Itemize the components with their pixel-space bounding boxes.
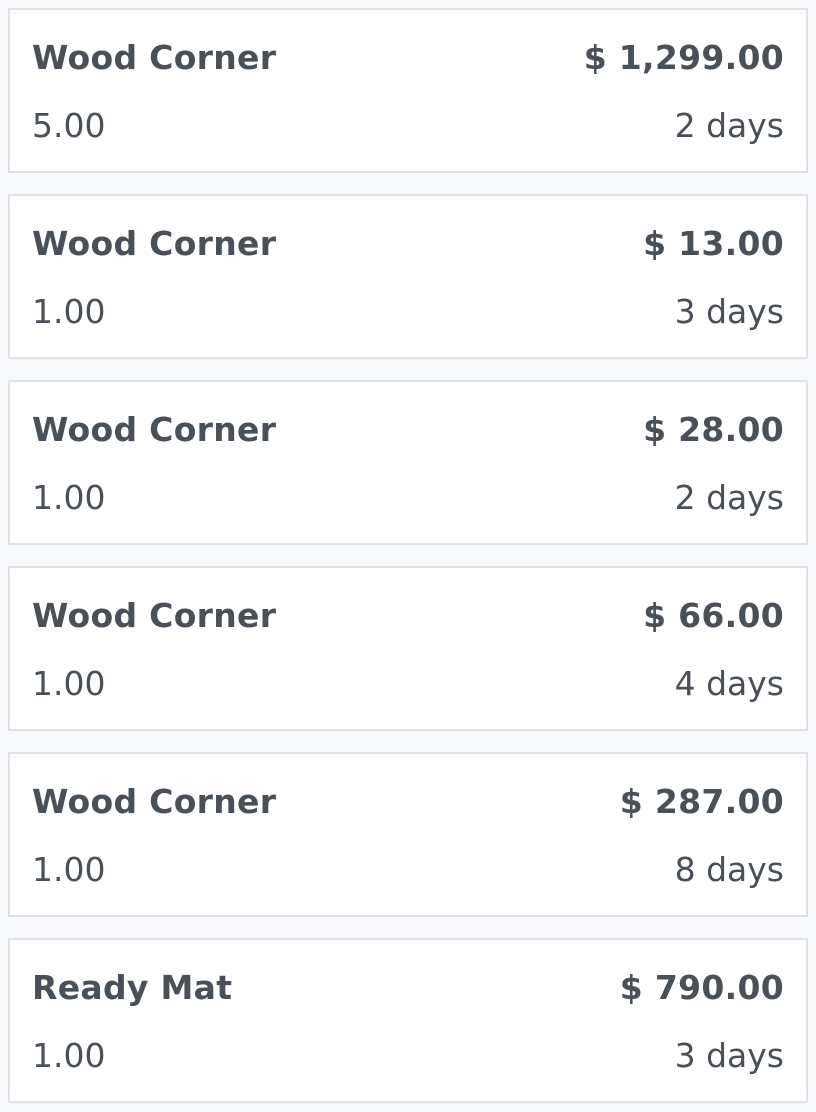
- item-name: Wood Corner: [32, 38, 277, 77]
- item-price: $ 287.00: [619, 782, 784, 821]
- item-quantity: 1.00: [32, 664, 106, 703]
- item-price: $ 28.00: [643, 410, 784, 449]
- item-name: Wood Corner: [32, 782, 277, 821]
- item-name: Wood Corner: [32, 224, 277, 263]
- item-name: Wood Corner: [32, 410, 277, 449]
- item-quantity: 1.00: [32, 292, 106, 331]
- item-duration: 4 days: [674, 664, 784, 703]
- item-name: Ready Mat: [32, 968, 233, 1007]
- item-header: Ready Mat $ 790.00: [32, 968, 784, 1007]
- item-duration: 2 days: [674, 478, 784, 517]
- item-name: Wood Corner: [32, 596, 277, 635]
- list-item[interactable]: Wood Corner $ 66.00 1.00 4 days: [8, 566, 808, 731]
- item-details: 1.00 3 days: [32, 1036, 784, 1075]
- item-details: 1.00 3 days: [32, 292, 784, 331]
- item-quantity: 1.00: [32, 1036, 106, 1075]
- item-header: Wood Corner $ 13.00: [32, 224, 784, 263]
- list-item[interactable]: Ready Mat $ 790.00 1.00 3 days: [8, 938, 808, 1103]
- item-details: 1.00 4 days: [32, 664, 784, 703]
- item-price: $ 66.00: [643, 596, 784, 635]
- item-header: Wood Corner $ 66.00: [32, 596, 784, 635]
- item-duration: 3 days: [674, 1036, 784, 1075]
- item-price: $ 1,299.00: [583, 38, 784, 77]
- item-details: 5.00 2 days: [32, 106, 784, 145]
- item-header: Wood Corner $ 28.00: [32, 410, 784, 449]
- list-item[interactable]: Wood Corner $ 1,299.00 5.00 2 days: [8, 8, 808, 173]
- item-quantity: 1.00: [32, 850, 106, 889]
- item-quantity: 5.00: [32, 106, 106, 145]
- list-item[interactable]: Wood Corner $ 287.00 1.00 8 days: [8, 752, 808, 917]
- item-price: $ 790.00: [619, 968, 784, 1007]
- item-details: 1.00 2 days: [32, 478, 784, 517]
- item-details: 1.00 8 days: [32, 850, 784, 889]
- item-duration: 2 days: [674, 106, 784, 145]
- item-duration: 8 days: [674, 850, 784, 889]
- item-duration: 3 days: [674, 292, 784, 331]
- item-quantity: 1.00: [32, 478, 106, 517]
- item-header: Wood Corner $ 1,299.00: [32, 38, 784, 77]
- list-item[interactable]: Wood Corner $ 13.00 1.00 3 days: [8, 194, 808, 359]
- list-item[interactable]: Wood Corner $ 28.00 1.00 2 days: [8, 380, 808, 545]
- item-header: Wood Corner $ 287.00: [32, 782, 784, 821]
- item-price: $ 13.00: [643, 224, 784, 263]
